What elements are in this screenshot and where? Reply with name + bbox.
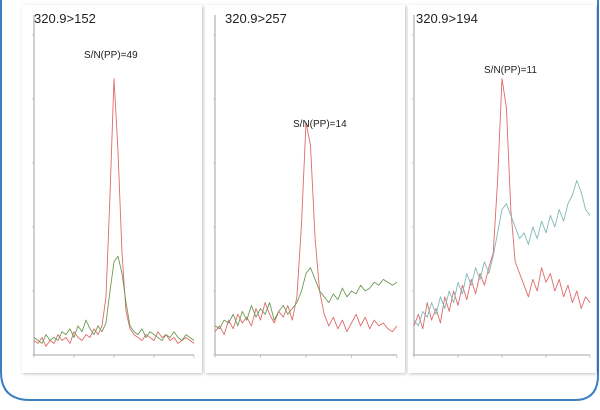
series-line-red [413, 78, 591, 330]
chromatogram-plot-3 [412, 15, 591, 358]
series-line-green [33, 255, 195, 344]
panel-title: 320.9>152 [34, 11, 96, 26]
series-line-red [214, 121, 398, 336]
chromatogram-plot-2 [213, 15, 398, 358]
chromatogram-panel-3: 320.9>194 S/N(PP)=11 [408, 5, 596, 373]
chromatogram-panel-2: 320.9>257 S/N(PP)=14 [205, 5, 405, 373]
snr-annotation: S/N(PP)=14 [293, 119, 347, 130]
snr-annotation: S/N(PP)=11 [484, 65, 537, 76]
chromatogram-panel-1: 320.9>152 S/N(PP)=49 [22, 5, 202, 373]
series-line-red [33, 78, 195, 347]
series-line-green [214, 267, 398, 330]
snr-annotation: S/N(PP)=49 [84, 50, 138, 61]
panel-title: 320.9>257 [225, 11, 287, 26]
panel-title: 320.9>194 [416, 11, 478, 26]
series-line-green [413, 180, 591, 327]
chromatogram-plot-1 [32, 15, 195, 358]
